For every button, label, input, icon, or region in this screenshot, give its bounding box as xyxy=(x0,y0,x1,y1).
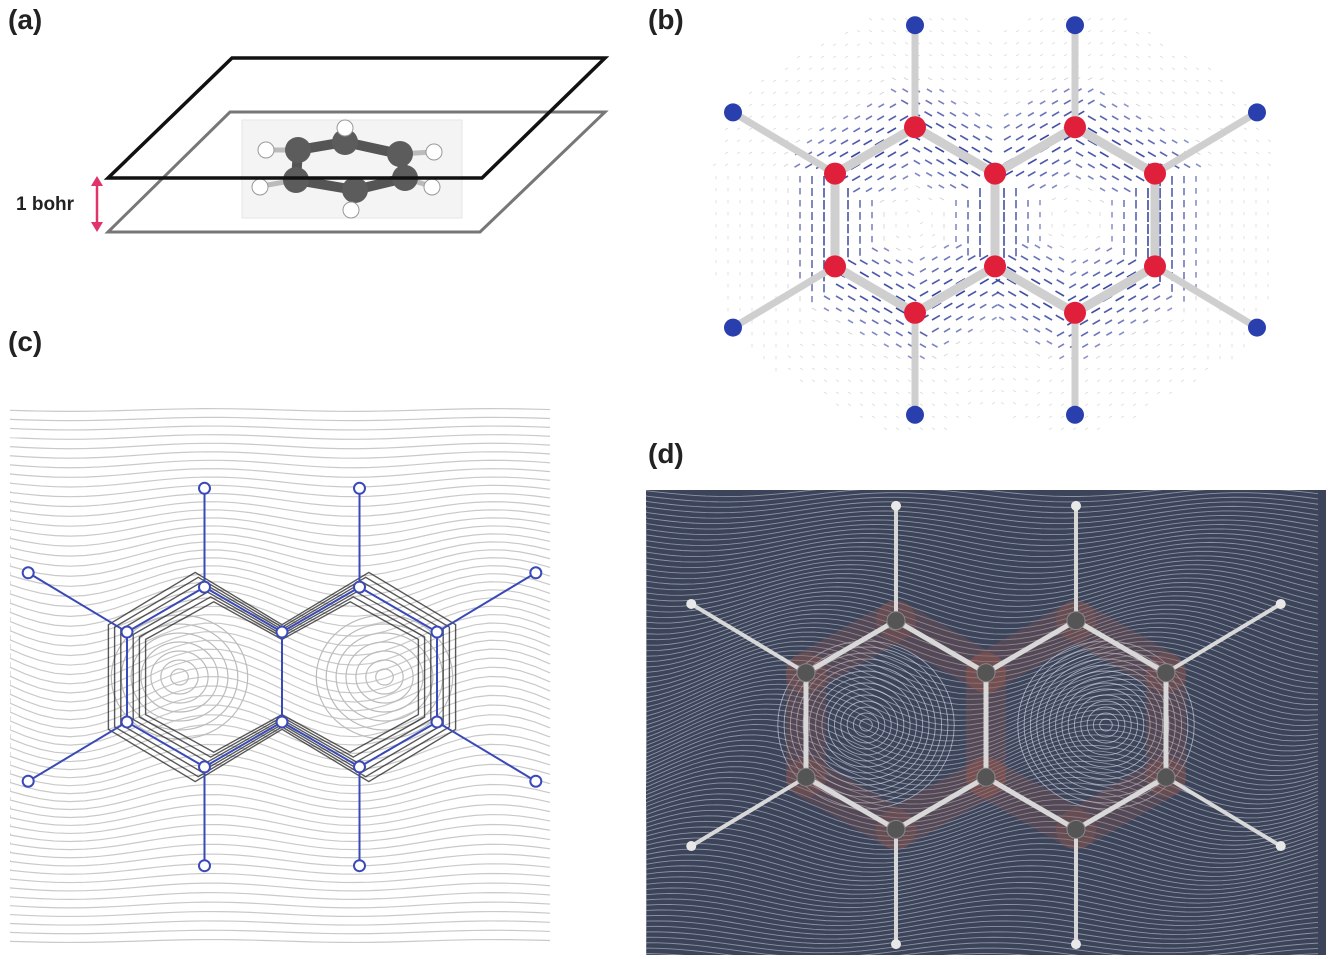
graph-node xyxy=(198,580,211,594)
graph-node xyxy=(430,625,444,639)
panel-d-lic-image xyxy=(646,490,1326,955)
graph-node xyxy=(353,760,366,774)
streamlines-light xyxy=(10,408,551,944)
carbon-atom xyxy=(796,663,816,683)
carbon-atom xyxy=(1156,663,1176,683)
lic-texture xyxy=(646,490,1319,955)
graph-node xyxy=(353,580,366,594)
graph-node xyxy=(120,715,134,729)
carbon-atom xyxy=(904,116,926,139)
hydrogen-atom xyxy=(724,103,742,122)
hydrogen-atom xyxy=(891,500,901,511)
hydrogen-atom xyxy=(906,405,924,424)
carbon-atom xyxy=(796,767,816,787)
carbon-atom xyxy=(824,162,846,185)
vector-field-arrows xyxy=(712,17,1272,431)
graph-node xyxy=(275,715,289,729)
graph-node xyxy=(529,774,543,788)
hydrogen-atom xyxy=(1275,598,1286,609)
graph-node xyxy=(120,625,134,639)
panel-label-c: (c) xyxy=(8,326,43,357)
graph-node xyxy=(353,481,366,495)
graph-node xyxy=(198,859,211,873)
molecule-sticks xyxy=(686,500,1286,950)
panel-a-planes xyxy=(0,0,640,320)
carbon-atom xyxy=(1064,116,1086,139)
hydrogen-atom xyxy=(724,318,742,337)
upper-plane xyxy=(103,56,610,180)
graph-node xyxy=(353,859,366,873)
graph-node xyxy=(529,566,543,580)
hydrogen-atom xyxy=(1248,103,1266,122)
graph-node xyxy=(21,566,35,580)
carbon-atom xyxy=(886,819,906,839)
carbon-atom xyxy=(984,255,1006,278)
panel-label-d: (d) xyxy=(648,438,684,469)
lower-plane xyxy=(104,110,609,234)
graph-node xyxy=(21,774,35,788)
hydrogen-atom xyxy=(1248,318,1266,337)
carbon-atom xyxy=(904,301,926,324)
hydrogen-atom xyxy=(686,598,697,609)
hydrogen-atom xyxy=(891,939,901,950)
panel-c-streamlines xyxy=(10,405,555,950)
hydrogen-atom xyxy=(906,16,924,35)
hydrogen-atom xyxy=(686,841,697,852)
molecule-bonds xyxy=(731,25,1259,415)
carbon-atom xyxy=(886,611,906,631)
panel-b-vector-field xyxy=(670,10,1320,450)
graph-node xyxy=(198,760,211,774)
hydrogen-atom xyxy=(1071,500,1081,511)
graph-node xyxy=(430,715,444,729)
carbon-atom xyxy=(984,162,1006,185)
carbon-atom xyxy=(824,255,846,278)
carbon-atom xyxy=(1156,767,1176,787)
distance-label: 1 bohr xyxy=(16,194,75,215)
hydrogen-atom xyxy=(1275,841,1286,852)
benzene-molecule-icon xyxy=(241,119,463,219)
graph-node xyxy=(275,625,289,639)
carbon-atom xyxy=(1066,819,1086,839)
carbon-atom xyxy=(1066,611,1086,631)
hydrogen-atom xyxy=(1071,939,1081,950)
distance-arrow-icon xyxy=(91,176,103,232)
carbon-atom xyxy=(976,663,996,683)
graph-node xyxy=(198,481,211,495)
molecule-graph-icon xyxy=(21,481,543,873)
hydrogen-atom xyxy=(1066,16,1084,35)
hydrogen-atom xyxy=(1066,405,1084,424)
carbon-atom xyxy=(976,767,996,787)
carbon-atom xyxy=(1144,162,1166,185)
carbon-atom xyxy=(1064,301,1086,324)
carbon-atom xyxy=(1144,255,1166,278)
panel-label-a: (a) xyxy=(8,4,43,35)
panel-label-b: (b) xyxy=(648,4,684,35)
